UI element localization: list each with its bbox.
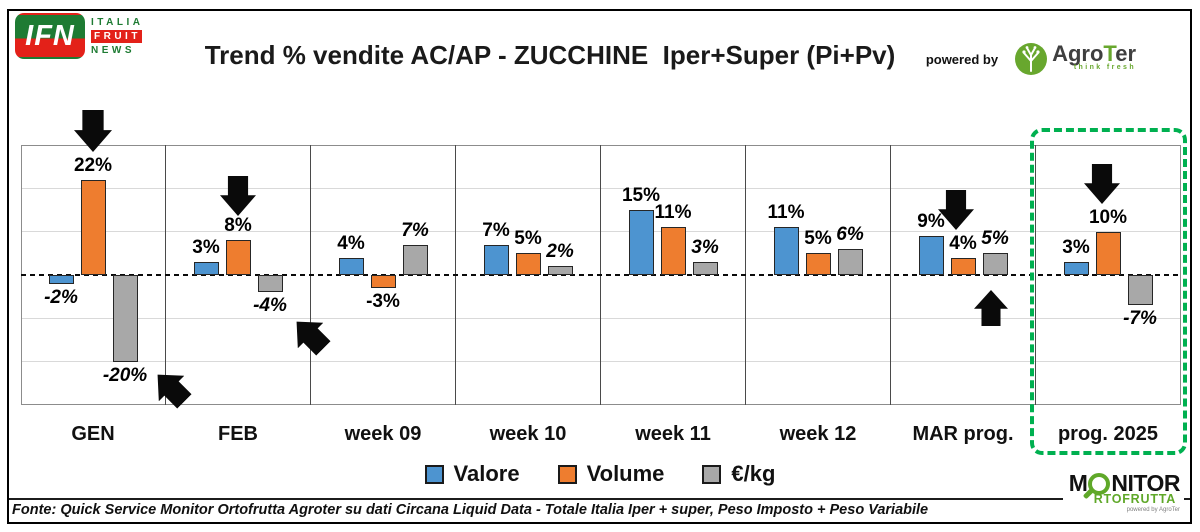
bar-label-volume-week-12: 5% (804, 228, 832, 250)
bar-kg-week-12 (837, 249, 863, 275)
monitor-ortofrutta-text: RTOFRUTTA (1093, 492, 1177, 506)
legend-label-kg: €/kg (731, 461, 776, 486)
bar-label-kg-mar-prog: 5% (981, 228, 1009, 250)
bar-kg-gen (112, 275, 138, 362)
ifn-fruit-text: FRUIT (91, 29, 142, 43)
bar-volume-week-09 (370, 275, 396, 288)
legend-label-volume: Volume (586, 461, 665, 486)
bar-label-kg-feb: -4% (253, 295, 287, 317)
category-label-week-12: week 12 (779, 423, 857, 445)
bar-label-volume-feb: 8% (224, 215, 252, 237)
category-label-prog-2025: prog. 2025 (1057, 423, 1159, 445)
bar-label-valore-mar-prog: 9% (917, 211, 945, 232)
category-label-feb: FEB (218, 423, 258, 445)
bar-volume-feb (225, 240, 251, 275)
powered-by-label: powered by (925, 51, 999, 67)
zero-line (20, 274, 1181, 276)
bar-valore-week-11 (628, 210, 654, 275)
category-label-week-11: week 11 (635, 423, 711, 445)
bar-label-volume-week-11: 11% (654, 202, 692, 224)
category-label-mar-prog: MAR prog. (912, 423, 1014, 445)
ifn-wordmark: ITALIA FRUIT NEWS (91, 13, 143, 59)
magnifier-icon (1088, 473, 1111, 495)
bar-label-valore-week-12: 11% (767, 202, 805, 224)
bar-volume-mar-prog (950, 257, 976, 275)
agroter-tagline: think fresh (1073, 64, 1136, 71)
ifn-badge-text: IFN (25, 19, 75, 52)
agroter-name-suffix: er (1115, 41, 1136, 66)
footer-separator-line (9, 498, 1192, 500)
bar-label-volume-gen: 22% (73, 154, 113, 176)
legend-label-valore: Valore (453, 461, 520, 486)
category-label-gen: GEN (71, 423, 115, 445)
category-label-week-09: week 09 (344, 423, 422, 445)
bar-label-kg-week-11: 3% (691, 237, 719, 258)
ifn-badge: IFN (15, 13, 85, 59)
monitor-powered-by: powered by AgroTer (1126, 507, 1180, 513)
bar-label-volume-prog-2025: 10% (1088, 206, 1128, 228)
monitor-nitor: NITOR (1111, 470, 1180, 496)
powered-by-area: powered by AgroTer think fresh (926, 42, 1136, 76)
bar-kg-week-10 (547, 266, 573, 275)
highlight-box (1029, 128, 1187, 455)
agroter-wordmark: AgroTer think fresh (1052, 41, 1136, 72)
bar-kg-week-11 (692, 262, 718, 275)
monitor-ortofrutta-logo: M NITOR RTOFRUTTA powered by AgroTer (1062, 471, 1184, 516)
legend-item-valore: Valore (424, 461, 520, 487)
agroter-tree-icon (1015, 43, 1048, 75)
bar-volume-week-12 (805, 253, 831, 275)
bar-label-volume-week-09: -3% (366, 291, 400, 312)
ifn-news-text: NEWS (91, 44, 135, 56)
bar-valore-week-09 (338, 257, 364, 275)
agroter-name-t: T (1103, 41, 1116, 66)
bar-volume-prog-2025 (1095, 231, 1121, 275)
bar-valore-week-10 (483, 244, 509, 275)
category-label-week-10: week 10 (489, 423, 567, 445)
ifn-italia-text: ITALIA (91, 16, 144, 28)
bar-volume-gen (80, 179, 106, 275)
legend-swatch-volume (557, 464, 577, 484)
bar-label-kg-prog-2025: -7% (1123, 308, 1157, 330)
agroter-logo: AgroTer think fresh (1014, 42, 1136, 76)
bar-label-valore-gen: -2% (44, 286, 78, 308)
bar-label-valore-feb: 3% (192, 237, 220, 258)
chart-legend: Valore Volume €/kg (0, 461, 1200, 487)
monitor-wordmark: M NITOR (1069, 471, 1180, 495)
bar-valore-mar-prog (918, 236, 944, 275)
bar-volume-week-10 (515, 253, 541, 275)
bar-label-valore-week-10: 7% (482, 219, 510, 241)
source-note: Fonte: Quick Service Monitor Ortofrutta … (12, 502, 929, 518)
bar-kg-week-09 (402, 244, 428, 275)
monitor-m: M (1068, 470, 1088, 496)
bar-valore-prog-2025 (1063, 262, 1089, 275)
bar-kg-feb (257, 275, 283, 293)
bar-kg-prog-2025 (1127, 275, 1153, 306)
bar-label-kg-week-12: 6% (836, 224, 864, 245)
ifn-logo: IFN ITALIA FRUIT NEWS (15, 13, 143, 59)
agroter-name-prefix: Agro (1052, 41, 1104, 66)
bar-valore-feb (193, 262, 219, 275)
legend-swatch-valore (424, 464, 444, 484)
legend-item-volume: Volume (557, 461, 665, 487)
legend-item-kg: €/kg (702, 461, 775, 487)
bar-label-kg-week-09: 7% (401, 219, 429, 241)
bar-valore-week-12 (773, 227, 799, 275)
bar-valore-gen (48, 275, 74, 284)
chart-title: Trend % vendite AC/AP - ZUCCHINE Iper+Su… (204, 40, 896, 70)
bar-label-valore-prog-2025: 3% (1062, 237, 1090, 258)
bar-label-valore-week-11: 15% (621, 185, 661, 206)
bar-kg-mar-prog (982, 253, 1008, 275)
bar-label-volume-week-10: 5% (514, 228, 542, 250)
bar-volume-week-11 (660, 227, 686, 275)
bar-label-valore-week-09: 4% (337, 232, 365, 254)
bar-label-volume-mar-prog: 4% (949, 232, 977, 254)
legend-swatch-kg (702, 464, 722, 484)
bar-label-kg-week-10: 2% (546, 241, 574, 263)
bar-label-kg-gen: -20% (102, 364, 148, 386)
